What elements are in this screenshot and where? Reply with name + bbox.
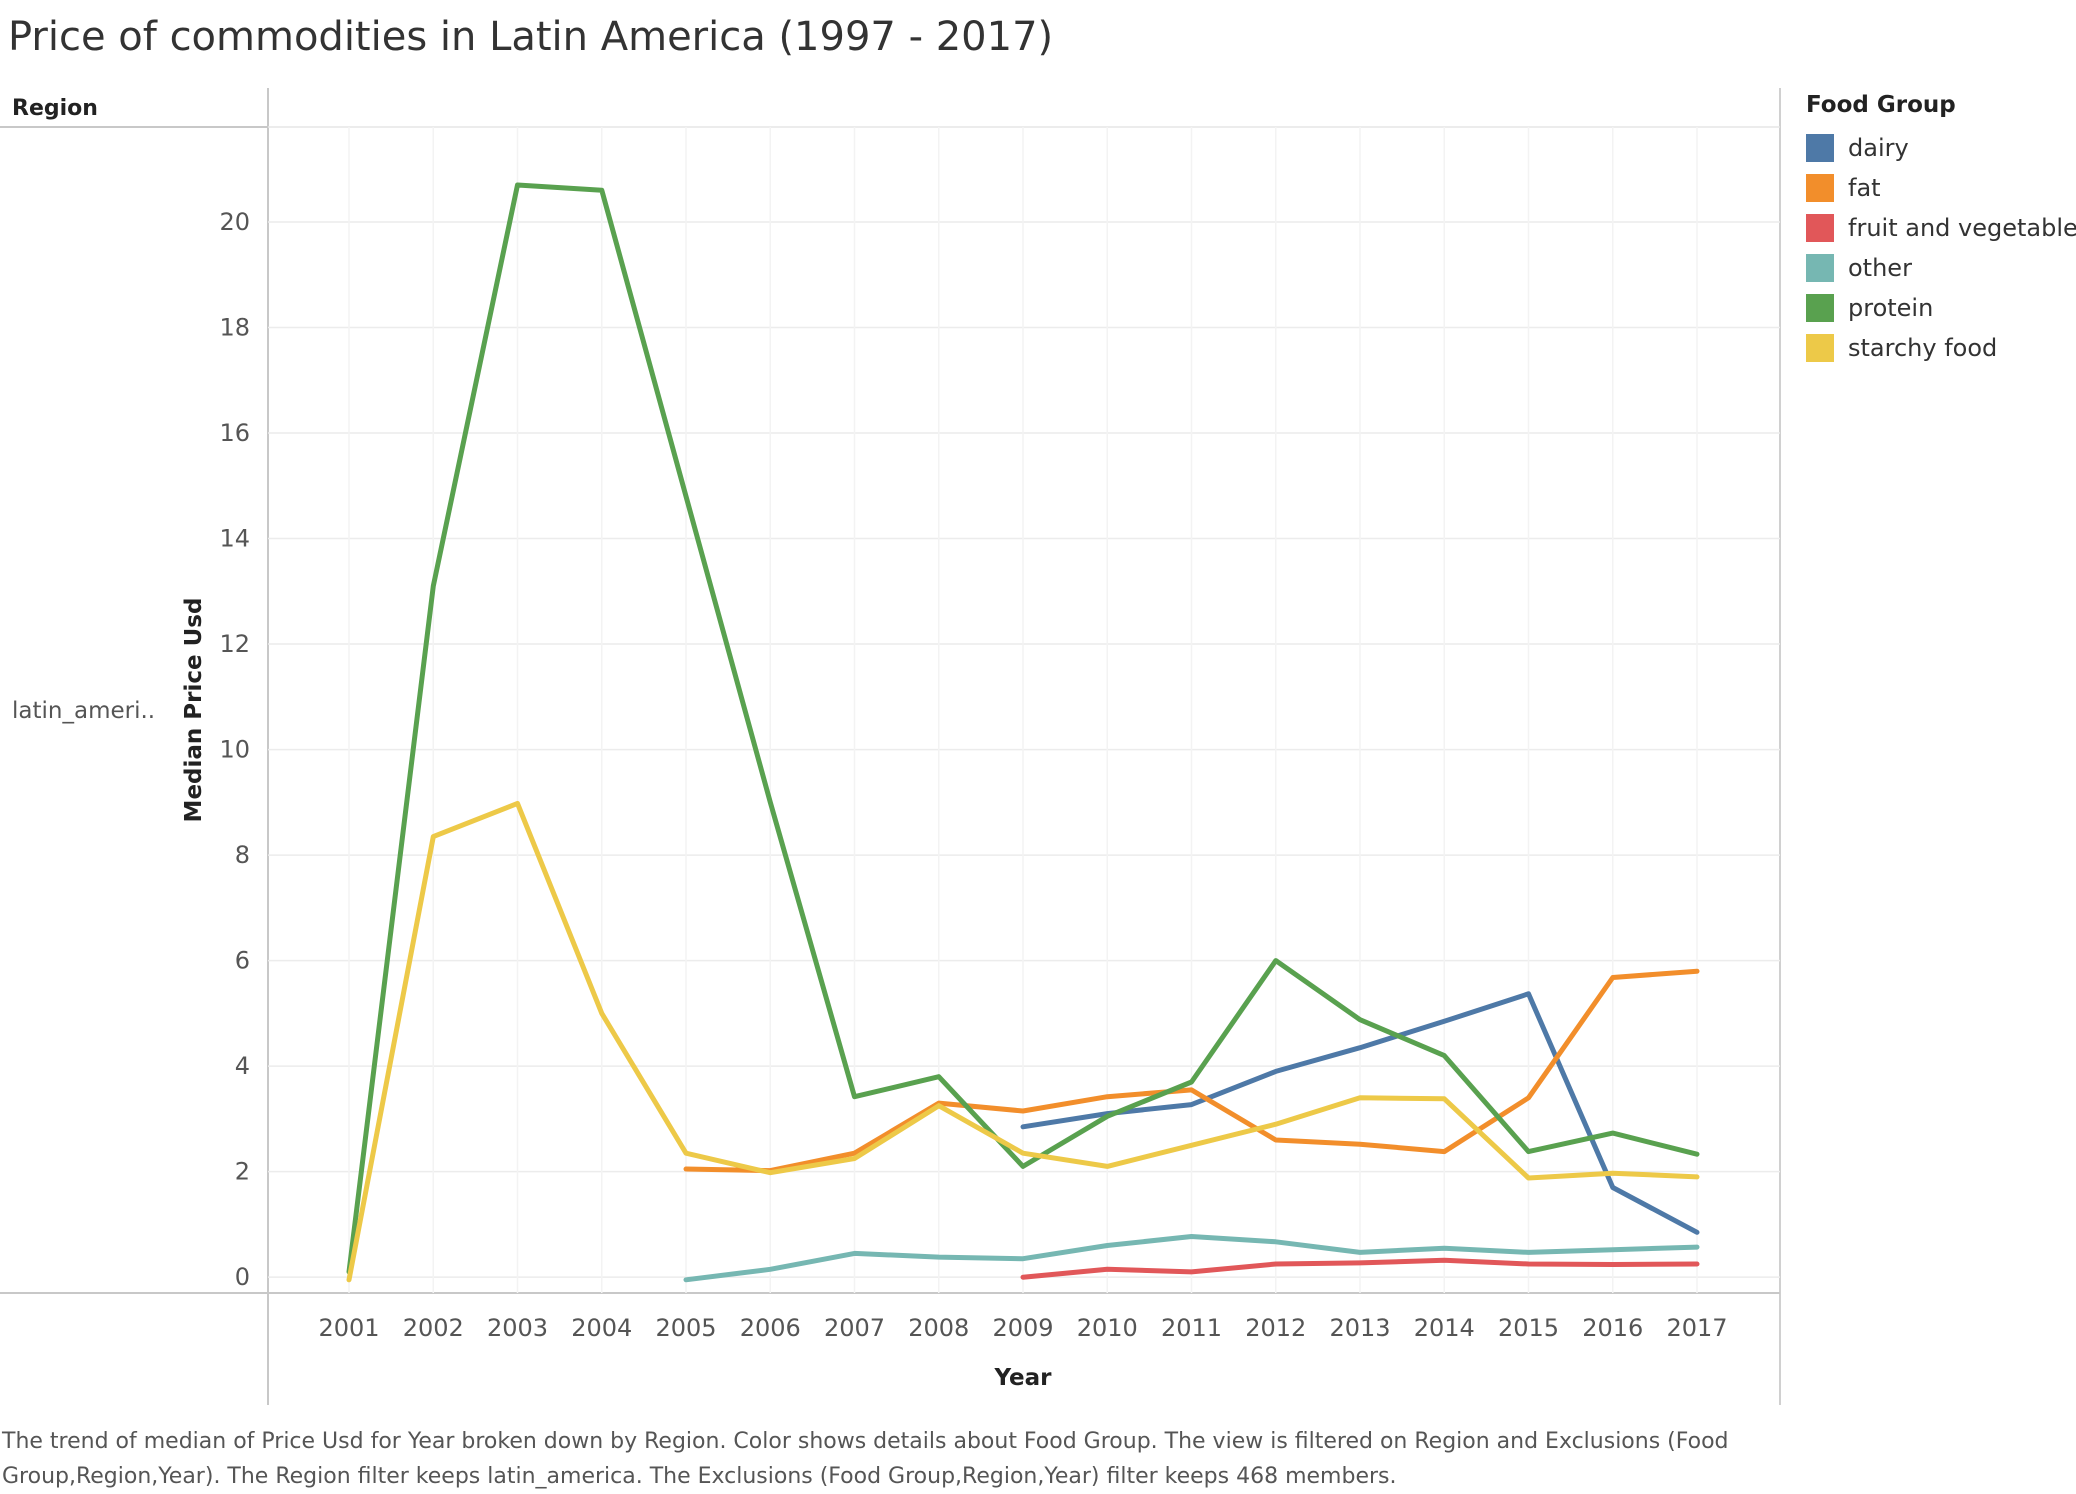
legend-swatch bbox=[1806, 294, 1834, 322]
x-tick-label: 2001 bbox=[318, 1314, 379, 1342]
region-column-header: Region bbox=[12, 96, 98, 121]
legend-label: fruit and vegetables bbox=[1848, 214, 2076, 242]
legend-swatch bbox=[1806, 214, 1834, 242]
x-tick-label: 2015 bbox=[1498, 1314, 1559, 1342]
series-line-fat[interactable] bbox=[683, 968, 1700, 1174]
series-line-dairy[interactable] bbox=[1020, 991, 1700, 1235]
legend-label: starchy food bbox=[1848, 334, 1998, 362]
legend-swatch bbox=[1806, 254, 1834, 282]
x-tick-label: 2016 bbox=[1582, 1314, 1643, 1342]
y-tick-label: 8 bbox=[235, 841, 250, 869]
x-tick-label: 2012 bbox=[1245, 1314, 1306, 1342]
legend-item[interactable]: starchy food bbox=[1806, 328, 2076, 368]
x-tick-label: 2013 bbox=[1329, 1314, 1390, 1342]
legend-item[interactable]: fruit and vegetables bbox=[1806, 208, 2076, 248]
series-lines bbox=[346, 182, 1700, 1283]
legend: Food Group dairy fat fruit and vegetables o… bbox=[1806, 92, 2076, 368]
legend-item[interactable]: other bbox=[1806, 248, 2076, 288]
legend-label: fat bbox=[1848, 174, 1881, 202]
legend-item[interactable]: protein bbox=[1806, 288, 2076, 328]
y-axis-title: Median Price Usd bbox=[181, 598, 207, 823]
y-tick-label: 14 bbox=[219, 525, 250, 553]
series-line-protein[interactable] bbox=[346, 182, 1700, 1275]
series-line-other[interactable] bbox=[683, 1234, 1700, 1283]
x-tick-label: 2003 bbox=[487, 1314, 548, 1342]
x-tick-label: 2002 bbox=[403, 1314, 464, 1342]
legend-item[interactable]: dairy bbox=[1806, 128, 2076, 168]
legend-title: Food Group bbox=[1806, 92, 1956, 118]
y-tick-label: 2 bbox=[235, 1158, 250, 1186]
x-tick-label: 2008 bbox=[908, 1314, 969, 1342]
x-tick-label: 2007 bbox=[824, 1314, 885, 1342]
legend-swatch bbox=[1806, 334, 1834, 362]
y-tick-label: 20 bbox=[219, 208, 250, 236]
x-tick-label: 2004 bbox=[571, 1314, 632, 1342]
region-row-label: latin_ameri.. bbox=[12, 698, 156, 724]
y-tick-labels: 0 2 4 6 8 10 12 14 16 18 20 bbox=[219, 208, 250, 1291]
chart-frame bbox=[0, 88, 1781, 1405]
y-tick-label: 18 bbox=[219, 313, 250, 341]
x-tick-label: 2017 bbox=[1666, 1314, 1727, 1342]
y-tick-label: 16 bbox=[219, 419, 250, 447]
x-tick-label: 2006 bbox=[740, 1314, 801, 1342]
x-axis-title: Year bbox=[993, 1365, 1052, 1391]
y-tick-label: 0 bbox=[235, 1263, 250, 1291]
x-tick-label: 2010 bbox=[1077, 1314, 1138, 1342]
x-tick-labels: 2001 2002 2003 2004 2005 2006 2007 2008 2009 2010… bbox=[318, 1314, 1727, 1342]
series-line-starchy-food[interactable] bbox=[346, 800, 1700, 1283]
legend-item[interactable]: fat bbox=[1806, 168, 2076, 208]
y-tick-label: 4 bbox=[235, 1052, 250, 1080]
legend-swatch bbox=[1806, 174, 1834, 202]
legend-swatch bbox=[1806, 134, 1834, 162]
x-tick-label: 2011 bbox=[1161, 1314, 1222, 1342]
x-tick-label: 2005 bbox=[655, 1314, 716, 1342]
chart-title: Price of commodities in Latin America (1… bbox=[8, 14, 1054, 60]
x-tick-label: 2009 bbox=[992, 1314, 1053, 1342]
y-tick-label: 6 bbox=[235, 947, 250, 975]
legend-label: protein bbox=[1848, 294, 1934, 322]
legend-label: dairy bbox=[1848, 134, 1909, 162]
y-tick-label: 12 bbox=[219, 630, 250, 658]
series-line-fruit-and-vegetables[interactable] bbox=[1020, 1257, 1700, 1280]
legend-label: other bbox=[1848, 254, 1912, 282]
x-tick-label: 2014 bbox=[1414, 1314, 1475, 1342]
y-tick-label: 10 bbox=[219, 736, 250, 764]
